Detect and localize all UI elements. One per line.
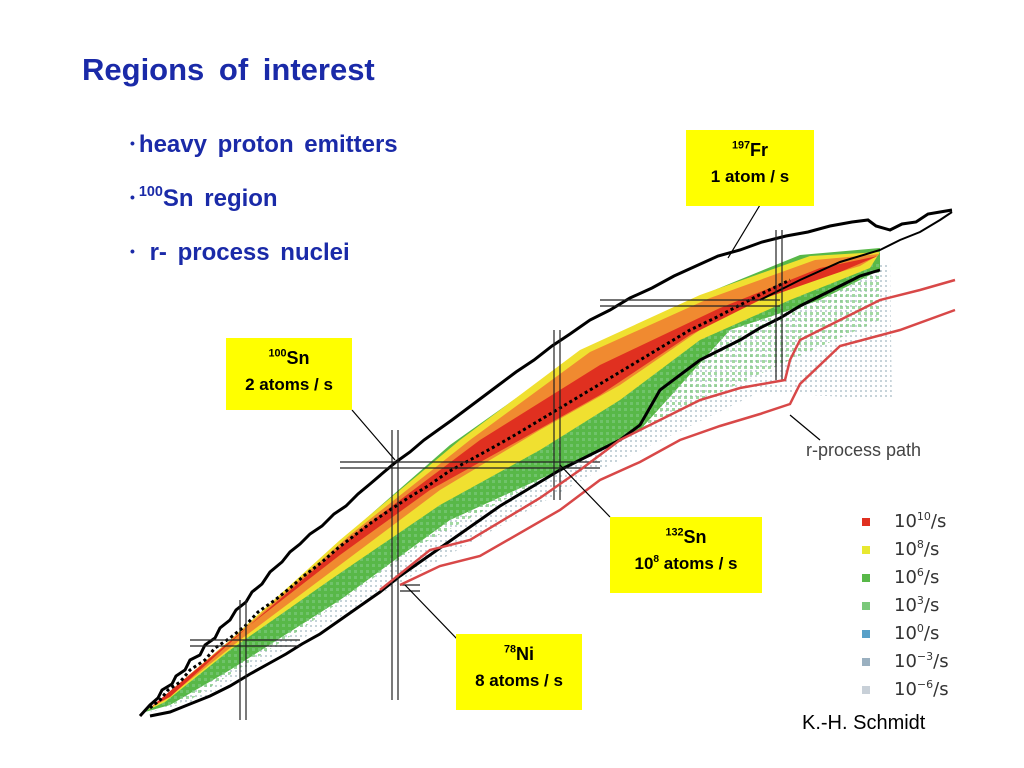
bullet-item: • heavy proton emitters — [130, 128, 398, 182]
legend-label: 10−3/s — [894, 650, 949, 672]
neutron-rich-boundary — [149, 268, 881, 718]
element-symbol: Sn — [286, 348, 310, 368]
callout-ni78: 78Ni 8 atoms / s — [456, 634, 582, 710]
legend-swatch — [862, 518, 870, 526]
legend-swatch — [862, 546, 870, 554]
r-process-path-line — [379, 278, 956, 591]
bullet-mass-number: 100 — [138, 183, 163, 200]
r-process-path-label: r-process path — [806, 440, 922, 460]
author-credit: K.-H. Schmidt — [802, 712, 926, 734]
legend-label: 103/s — [894, 594, 940, 616]
bullet-list: • heavy proton emitters • 100Sn region • r… — [130, 128, 398, 290]
bullet-text: heavy proton emitters — [138, 131, 398, 158]
legend-label: 10−6/s — [894, 678, 949, 700]
rate-band-green-fringe — [150, 262, 880, 710]
mass-number: 132 — [665, 526, 684, 539]
mass-number: 197 — [731, 139, 750, 152]
callout-sn100: 100Sn 2 atoms / s — [226, 338, 352, 410]
bullet-item: • r- process nuclei — [130, 236, 398, 290]
bullet-dot: • — [130, 189, 135, 205]
callout-fr197: 197Fr 1 atom / s — [686, 130, 814, 206]
r-process-path-line — [399, 308, 956, 587]
legend-label: 106/s — [894, 566, 940, 588]
callout-isotope: 197Fr — [686, 140, 814, 161]
legend-label: 100/s — [894, 622, 940, 644]
legend-swatch — [862, 658, 870, 666]
legend-swatch — [862, 602, 870, 610]
callout-rate: 1 atom / s — [710, 167, 790, 186]
element-symbol: Fr — [750, 140, 768, 160]
element-symbol: Sn — [683, 527, 707, 547]
stability-valley-line — [149, 278, 791, 710]
callout-rate: 2 atoms / s — [245, 375, 333, 394]
callout-leader-lines — [351, 204, 821, 641]
mass-number: 100 — [268, 347, 287, 360]
legend-label: 108/s — [894, 538, 940, 560]
element-symbol: Ni — [516, 644, 534, 664]
callout-sn132: 132Sn 108 atoms / s — [610, 517, 762, 593]
callout-rate: 8 atoms / s — [475, 671, 563, 690]
bullet-text: Sn region — [162, 185, 278, 212]
bullet-text: r- process nuclei — [138, 239, 350, 266]
bullet-dot: • — [130, 135, 135, 151]
callout-isotope: 100Sn — [226, 348, 352, 369]
callout-rate: 108 atoms / s — [634, 553, 738, 573]
callout-isotope: 78Ni — [456, 644, 582, 665]
slide-title: Regions of interest — [82, 52, 375, 87]
mass-number: 78 — [503, 643, 516, 656]
magic-number-lines — [190, 230, 783, 720]
legend-swatch — [862, 630, 870, 638]
legend-label: 1010/s — [894, 510, 947, 532]
proton-drip-boundary — [138, 208, 953, 718]
legend-swatch — [862, 686, 870, 694]
bullet-item: • 100Sn region — [130, 182, 398, 236]
known-nuclei-boundary — [759, 211, 953, 301]
legend-swatch — [862, 574, 870, 582]
callout-isotope: 132Sn — [610, 527, 762, 548]
bullet-dot: • — [130, 243, 135, 259]
